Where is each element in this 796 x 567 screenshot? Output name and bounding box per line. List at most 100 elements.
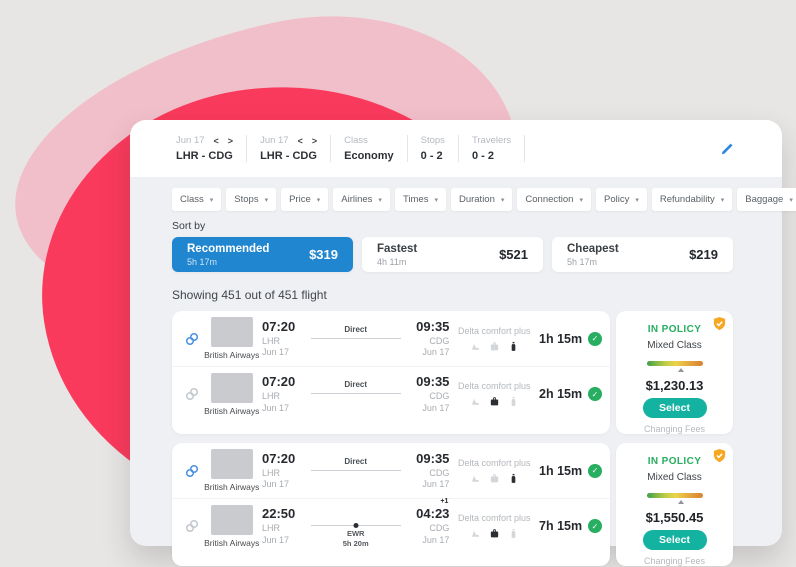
- filter-chip-airlines[interactable]: Airlines ▾: [333, 188, 390, 211]
- outbound-route: LHR - CDG: [176, 150, 233, 162]
- airline-logo: [210, 449, 253, 479]
- flight-row[interactable]: British Airways 22:50 LHR Jun 17 EWR 5h …: [172, 498, 610, 553]
- bottle-icon: [508, 341, 519, 352]
- filter-bar: Class ▾ Stops ▾ Price ▾ Airlines ▾ Times ▾ Du…: [172, 188, 796, 211]
- seat-icon: [470, 473, 481, 484]
- price-meter: [646, 361, 703, 366]
- sort-by-label: Sort by: [172, 220, 206, 232]
- filter-chip-duration[interactable]: Duration ▾: [450, 188, 513, 211]
- policy-status: IN POLICY: [647, 324, 702, 335]
- flight-row[interactable]: British Airways 07:20 LHR Jun 17 Direct …: [172, 311, 610, 366]
- departure-time: 22:50: [262, 506, 296, 522]
- select-button[interactable]: Select: [642, 398, 707, 418]
- arrival-time: 09:35: [416, 450, 450, 466]
- chevron-left-icon[interactable]: <: [297, 135, 303, 146]
- chevron-down-icon: ▾: [209, 196, 214, 204]
- segment-return[interactable]: Jun 17 < > LHR - CDG: [247, 135, 332, 162]
- chevron-left-icon[interactable]: <: [213, 135, 219, 146]
- filter-chip-stops[interactable]: Stops ▾: [226, 188, 277, 211]
- arrival-airport: CDG: [429, 335, 450, 346]
- sort-price: $521: [499, 247, 528, 262]
- arrival-airport: CDG: [429, 391, 450, 402]
- departure-airport: LHR: [262, 467, 281, 478]
- filter-chip-class[interactable]: Class ▾: [172, 188, 222, 211]
- link-icon[interactable]: [184, 386, 202, 402]
- segment-outbound[interactable]: Jun 17 < > LHR - CDG: [176, 135, 248, 162]
- stopover-dot: [353, 523, 359, 528]
- filter-chip-price[interactable]: Price ▾: [281, 188, 329, 211]
- link-icon[interactable]: [184, 331, 202, 347]
- return-date-label: Jun 17: [260, 135, 289, 146]
- chevron-right-icon[interactable]: >: [311, 135, 318, 146]
- filter-chip-baggage[interactable]: Baggage ▾: [737, 188, 796, 211]
- return-route: LHR - CDG: [260, 150, 317, 162]
- sort-option-fastest[interactable]: Fastest 4h 11m $521: [362, 237, 543, 272]
- sort-option-recommended[interactable]: Recommended 5h 17m $319: [172, 237, 353, 272]
- route-direct: Direct: [309, 455, 403, 487]
- chevron-down-icon: ▾: [316, 196, 321, 204]
- departure-date: Jun 17: [262, 347, 290, 357]
- departure-date: Jun 17: [262, 534, 290, 545]
- flights-card: British Airways 07:20 LHR Jun 17 Direct …: [172, 311, 610, 434]
- sort-option-cheapest[interactable]: Cheapest 5h 17m $219: [552, 237, 733, 272]
- filter-chip-refundability[interactable]: Refundability ▾: [651, 188, 733, 211]
- policy-shield-icon: [712, 448, 727, 463]
- luggage-icon: [489, 473, 500, 484]
- bottle-icon: [508, 396, 519, 407]
- in-policy-check-icon: ✓: [588, 331, 602, 346]
- luggage-icon: [489, 396, 500, 407]
- in-policy-check-icon: ✓: [588, 387, 602, 401]
- flight-search-panel: Jun 17 < > LHR - CDG Jun 17 < > LHR - CD…: [130, 120, 796, 566]
- link-icon[interactable]: [184, 463, 202, 479]
- segment-class[interactable]: Class Economy: [331, 135, 408, 162]
- luggage-icon: [489, 528, 500, 539]
- filter-chip-connection[interactable]: Connection ▾: [517, 188, 591, 211]
- search-summary-bar: Jun 17 < > LHR - CDG Jun 17 < > LHR - CD…: [130, 120, 782, 177]
- result-group: British Airways 07:20 LHR Jun 17 Direct …: [172, 443, 733, 566]
- route-direct: Direct: [309, 378, 403, 410]
- result-group: British Airways 07:20 LHR Jun 17 Direct …: [172, 311, 733, 434]
- sort-options: Recommended 5h 17m $319 Fastest 4h 11m $…: [172, 237, 733, 272]
- results-count: Showing 451 out of 451 flight: [172, 288, 327, 302]
- arrival-day-offset: +1: [440, 498, 449, 506]
- flight-row[interactable]: British Airways 07:20 LHR Jun 17 Direct …: [172, 443, 610, 498]
- chevron-down-icon: ▾: [264, 196, 269, 204]
- fare-brand: Delta comfort plus: [458, 325, 531, 336]
- arrival-date: Jun 17: [422, 402, 450, 413]
- arrival-airport: CDG: [429, 467, 450, 478]
- flights-card: British Airways 07:20 LHR Jun 17 Direct …: [172, 443, 610, 566]
- select-button[interactable]: Select: [642, 530, 707, 550]
- chevron-right-icon[interactable]: >: [227, 135, 234, 146]
- filter-chip-policy[interactable]: Policy ▾: [595, 188, 647, 211]
- airline-name: British Airways: [204, 537, 260, 548]
- fare-brand: Delta comfort plus: [458, 381, 531, 391]
- bottle-icon: [508, 473, 519, 484]
- cabin-class: Mixed Class: [647, 340, 702, 351]
- chevron-down-icon: ▾: [378, 196, 382, 204]
- link-icon[interactable]: [184, 518, 202, 534]
- flight-duration: 7h 15m: [539, 519, 583, 533]
- arrival-airport: CDG: [429, 523, 450, 534]
- departure-date: Jun 17: [262, 402, 290, 413]
- price-meter-marker: [677, 368, 684, 372]
- sort-price: $219: [689, 247, 718, 262]
- route-direct: Direct: [309, 323, 403, 355]
- airline-logo: [210, 372, 253, 403]
- chevron-down-icon: ▾: [720, 196, 725, 204]
- arrival-date: Jun 17: [422, 347, 450, 357]
- arrival-date: Jun 17: [422, 479, 450, 489]
- airline-logo: [210, 317, 253, 347]
- seat-icon: [470, 341, 481, 352]
- edit-search-pencil-icon[interactable]: [720, 142, 734, 156]
- route-connection: EWR 5h 20m: [309, 510, 403, 548]
- fees-note: Changing Fees: [643, 556, 706, 566]
- chevron-down-icon: ▾: [789, 196, 793, 204]
- segment-travelers[interactable]: Travelers 0 - 2: [459, 135, 526, 162]
- policy-status: IN POLICY: [647, 456, 702, 467]
- airline-name: British Airways: [204, 405, 260, 416]
- filter-chip-times[interactable]: Times ▾: [394, 188, 446, 211]
- price-meter: [646, 493, 703, 498]
- flight-row[interactable]: British Airways 07:20 LHR Jun 17 Direct …: [172, 366, 610, 421]
- segment-stops[interactable]: Stops 0 - 2: [408, 135, 459, 162]
- bottle-icon: [508, 528, 519, 539]
